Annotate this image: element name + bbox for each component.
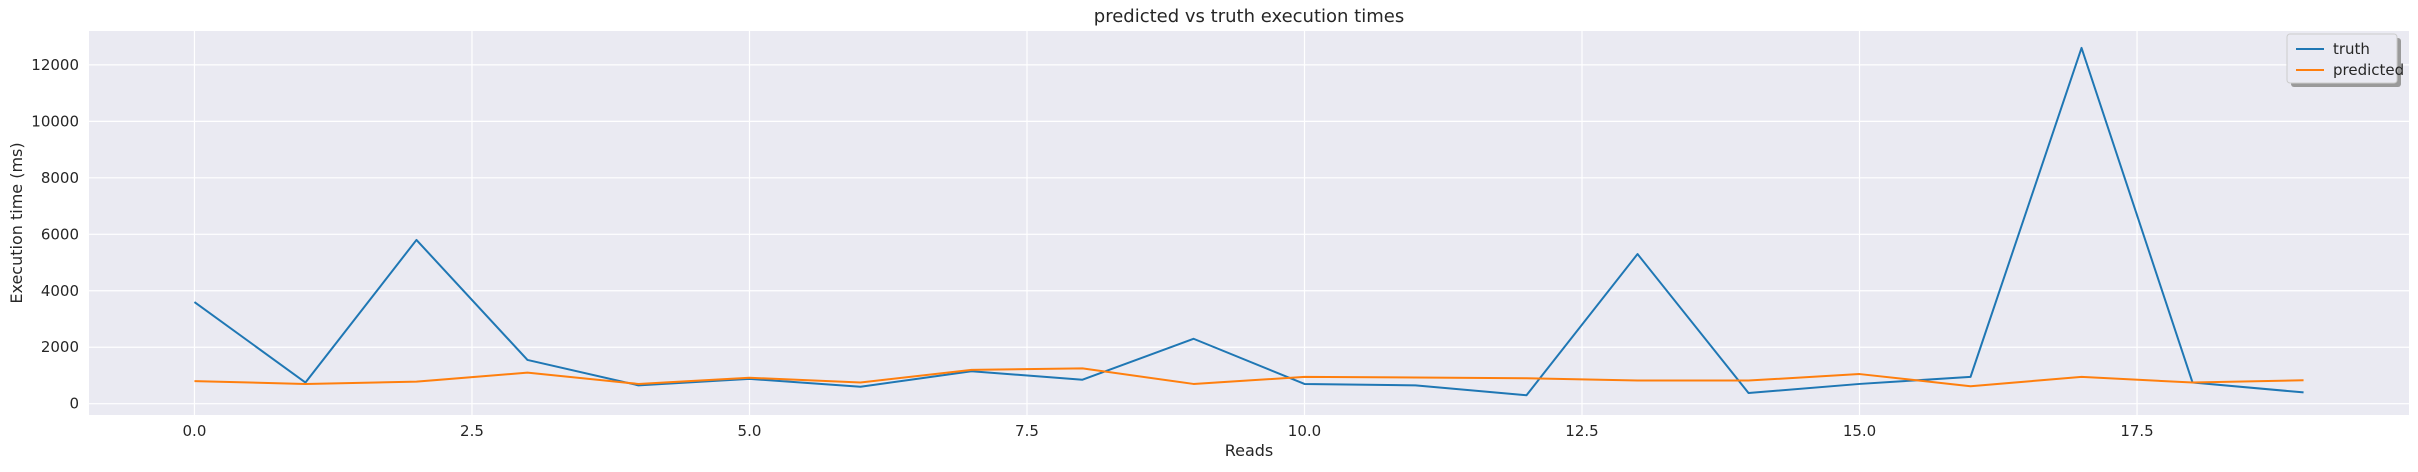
x-tick-label: 5.0 [738, 422, 762, 440]
y-axis-ticks: 0 2000 4000 6000 8000 10000 12000 [31, 56, 79, 413]
y-tick-label: 8000 [41, 169, 79, 187]
series-line-truth [193, 46, 2304, 397]
y-tick-label: 4000 [41, 282, 79, 300]
series-lines [193, 46, 2304, 397]
chart-title: predicted vs truth execution times [1094, 6, 1404, 27]
y-axis-label: Execution time (ms) [7, 142, 26, 303]
y-tick-label: 0 [69, 395, 79, 413]
legend-label-predicted: predicted [2333, 61, 2404, 79]
y-tick-label: 10000 [31, 112, 79, 130]
x-tick-label: 7.5 [1015, 422, 1039, 440]
x-tick-label: 0.0 [183, 422, 207, 440]
x-tick-label: 15.0 [1843, 422, 1876, 440]
legend: truth predicted [2286, 33, 2404, 87]
series-line-predicted [194, 367, 2304, 388]
y-tick-label: 12000 [31, 56, 79, 74]
x-tick-label: 17.5 [2120, 422, 2153, 440]
y-tick-label: 2000 [41, 338, 79, 356]
x-axis-label: Reads [1225, 441, 1274, 460]
x-axis-ticks: 0.0 2.5 5.0 7.5 10.0 12.5 15.0 17.5 [183, 422, 2154, 440]
x-tick-label: 12.5 [1565, 422, 1598, 440]
plot-area [89, 31, 2409, 415]
x-tick-label: 2.5 [460, 422, 484, 440]
legend-label-truth: truth [2333, 40, 2370, 58]
grid [89, 31, 2409, 415]
x-tick-label: 10.0 [1288, 422, 1321, 440]
y-tick-label: 6000 [41, 225, 79, 243]
